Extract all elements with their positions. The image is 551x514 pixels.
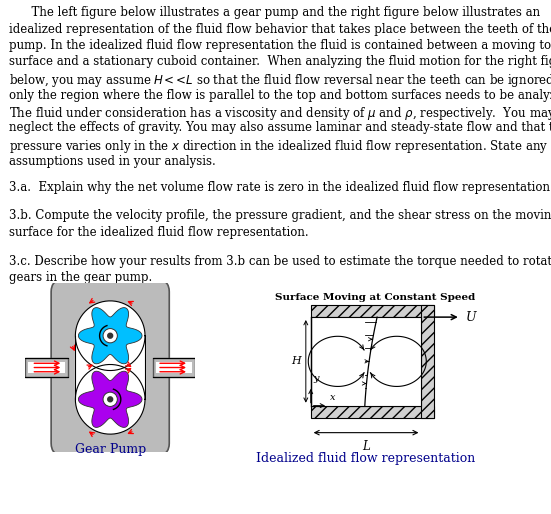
Bar bbox=[75, 336, 145, 399]
Text: Surface Moving at Constant Speed: Surface Moving at Constant Speed bbox=[274, 293, 475, 302]
Text: pump. In the idealized fluid flow representation the fluid is contained between : pump. In the idealized fluid flow repres… bbox=[9, 39, 551, 52]
Circle shape bbox=[75, 301, 145, 371]
Polygon shape bbox=[78, 307, 142, 364]
Circle shape bbox=[103, 392, 117, 407]
Text: H: H bbox=[291, 356, 301, 366]
Circle shape bbox=[108, 333, 112, 338]
Bar bbox=[155, 362, 192, 373]
FancyBboxPatch shape bbox=[51, 280, 169, 455]
Text: y: y bbox=[313, 375, 318, 383]
Text: pressure varies only in the $x$ direction in the idealized fluid flow representa: pressure varies only in the $x$ directio… bbox=[9, 138, 551, 155]
Text: surface and a stationary cuboid container.  When analyzing the fluid motion for : surface and a stationary cuboid containe… bbox=[9, 56, 551, 68]
Text: below, you may assume $H\!<\!<\!L$ so that the fluid flow reversal near the teet: below, you may assume $H\!<\!<\!L$ so th… bbox=[9, 72, 551, 89]
Circle shape bbox=[75, 364, 145, 434]
Bar bbox=[311, 406, 434, 418]
Bar bbox=[153, 358, 195, 377]
Bar bbox=[311, 305, 434, 317]
Text: neglect the effects of gravity. You may also assume laminar and steady-state flo: neglect the effects of gravity. You may … bbox=[9, 121, 551, 135]
Circle shape bbox=[103, 328, 117, 343]
Text: The left figure below illustrates a gear pump and the right figure below illustr: The left figure below illustrates a gear… bbox=[9, 6, 541, 19]
Bar bbox=[29, 362, 65, 373]
Polygon shape bbox=[78, 371, 142, 428]
Text: The fluid under consideration has a viscosity and density of $\mu$ and $\rho$, r: The fluid under consideration has a visc… bbox=[9, 105, 551, 122]
Text: x: x bbox=[331, 393, 336, 402]
Text: gears in the gear pump.: gears in the gear pump. bbox=[9, 271, 153, 284]
Text: idealized representation of the fluid flow behavior that takes place between the: idealized representation of the fluid fl… bbox=[9, 23, 551, 35]
Text: L: L bbox=[362, 440, 370, 453]
Text: assumptions used in your analysis.: assumptions used in your analysis. bbox=[9, 155, 216, 168]
Text: U: U bbox=[466, 310, 476, 324]
Text: only the region where the flow is parallel to the top and bottom surfaces needs : only the region where the flow is parall… bbox=[9, 88, 551, 101]
Text: Idealized fluid flow representation: Idealized fluid flow representation bbox=[256, 452, 476, 465]
Text: Gear Pump: Gear Pump bbox=[74, 443, 146, 456]
Bar bbox=[25, 358, 68, 377]
Bar bbox=[311, 317, 422, 406]
Text: surface for the idealized fluid flow representation.: surface for the idealized fluid flow rep… bbox=[9, 226, 309, 239]
Text: 3.b. Compute the velocity profile, the pressure gradient, and the shear stress o: 3.b. Compute the velocity profile, the p… bbox=[9, 210, 551, 223]
Text: 3.a.  Explain why the net volume flow rate is zero in the idealized fluid flow r: 3.a. Explain why the net volume flow rat… bbox=[9, 181, 551, 194]
Bar bbox=[422, 305, 434, 418]
Text: 3.c. Describe how your results from 3.b can be used to estimate the torque neede: 3.c. Describe how your results from 3.b … bbox=[9, 254, 551, 267]
Circle shape bbox=[108, 397, 112, 402]
